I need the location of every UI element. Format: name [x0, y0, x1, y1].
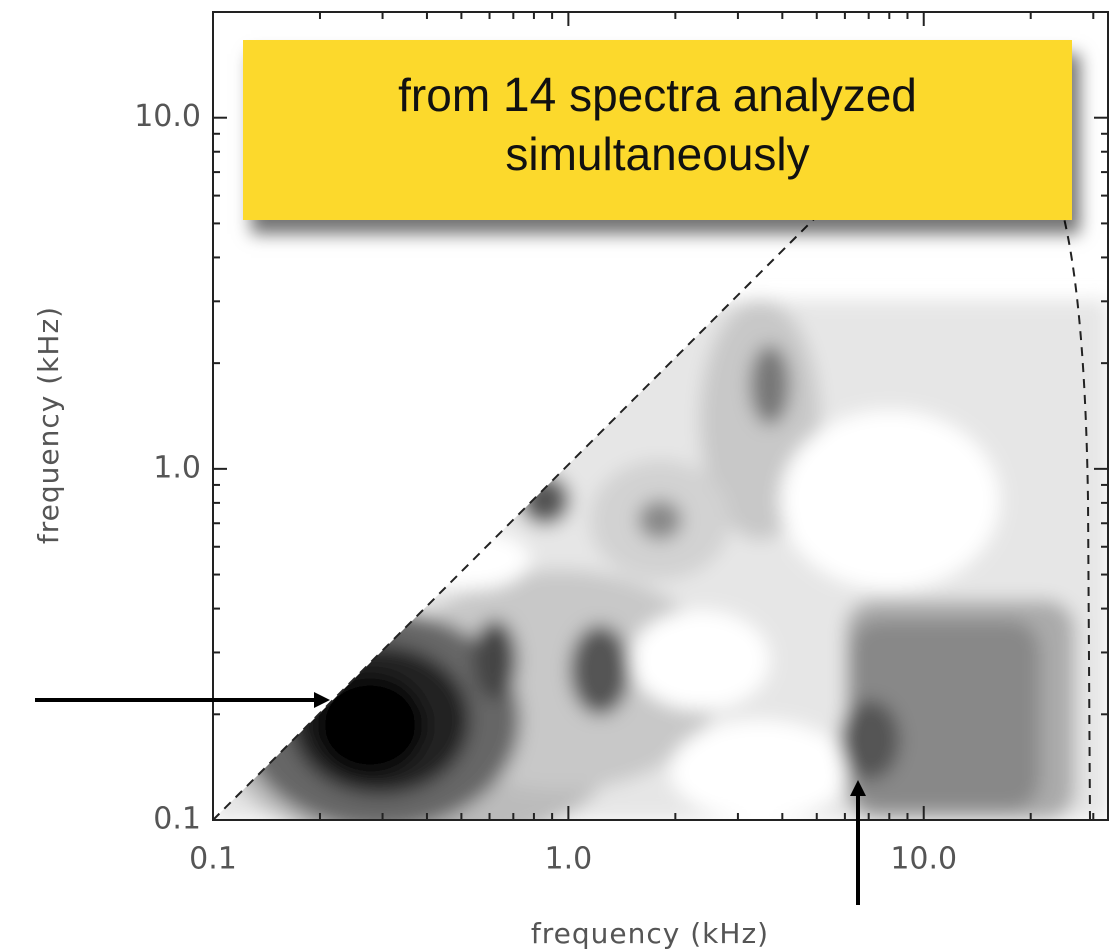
arrow-head — [850, 780, 866, 796]
x-axis-label: frequency (kHz) — [531, 917, 769, 950]
y-tick-label: 10.0 — [134, 99, 201, 134]
x-tick-label: 1.0 — [545, 842, 593, 877]
annotation-box: from 14 spectra analyzed simultaneously — [243, 40, 1072, 220]
annotation-line: from 14 spectra analyzed — [243, 66, 1072, 125]
x-tick-label: 0.1 — [189, 842, 237, 877]
y-tick-label: 0.1 — [153, 802, 201, 837]
x-tick-label: 10.0 — [890, 842, 957, 877]
annotation-line: simultaneously — [505, 128, 810, 180]
annotation-count: 14 — [502, 69, 557, 122]
y-tick-label: 1.0 — [153, 450, 201, 485]
plot-frame — [212, 11, 1109, 821]
diagonal-limit — [212, 132, 901, 821]
annotation-text: from — [398, 69, 491, 121]
annotation-text: spectra analyzed — [569, 69, 917, 121]
nyquist-limit — [1061, 209, 1091, 821]
contour-field — [213, 300, 1108, 820]
arrow-head — [314, 692, 330, 708]
y-axis-label: frequency (kHz) — [32, 306, 65, 544]
